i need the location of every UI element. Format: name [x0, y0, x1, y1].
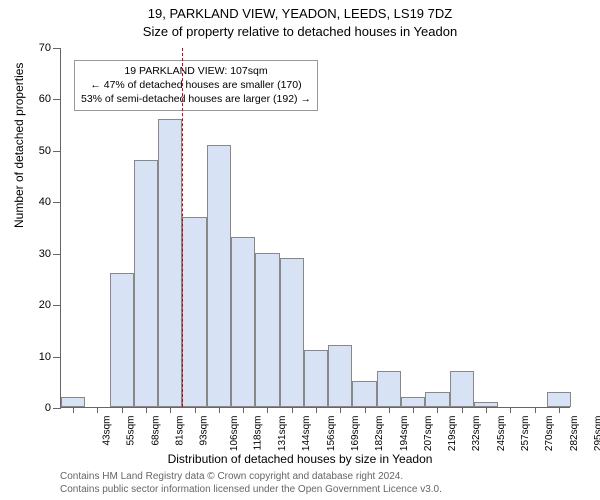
- histogram-bar: [61, 397, 85, 407]
- x-tick-label: 144sqm: [302, 416, 313, 452]
- x-tick-label: 295sqm: [593, 416, 600, 452]
- x-tick-label: 232sqm: [472, 416, 483, 452]
- x-tick: [243, 407, 244, 413]
- x-tick-label: 194sqm: [399, 416, 410, 452]
- histogram-bar: [182, 217, 206, 407]
- x-tick: [219, 407, 220, 413]
- histogram-bar: [328, 345, 352, 407]
- histogram-bar: [207, 145, 231, 407]
- histogram-bar: [450, 371, 474, 407]
- x-tick-label: 169sqm: [350, 416, 361, 452]
- y-tick-label: 30: [39, 248, 61, 260]
- histogram-bar: [231, 237, 255, 407]
- x-tick-label: 156sqm: [326, 416, 337, 452]
- annotation-line3: 53% of semi-detached houses are larger (…: [81, 92, 311, 106]
- x-tick: [462, 407, 463, 413]
- x-tick-label: 68sqm: [150, 416, 161, 446]
- x-tick-label: 106sqm: [229, 416, 240, 452]
- x-tick-label: 245sqm: [496, 416, 507, 452]
- y-tick-label: 70: [39, 42, 61, 54]
- y-tick-label: 10: [39, 351, 61, 363]
- x-tick-label: 282sqm: [569, 416, 580, 452]
- x-tick-label: 43sqm: [102, 416, 113, 446]
- x-tick: [122, 407, 123, 413]
- x-tick: [389, 407, 390, 413]
- x-axis-label: Distribution of detached houses by size …: [0, 452, 600, 466]
- x-tick: [437, 407, 438, 413]
- attribution-text: Contains HM Land Registry data © Crown c…: [60, 470, 442, 496]
- reference-line: [182, 48, 183, 407]
- attribution-line1: Contains HM Land Registry data © Crown c…: [60, 470, 442, 483]
- x-tick: [292, 407, 293, 413]
- histogram-bar: [134, 160, 158, 407]
- x-tick-label: 257sqm: [520, 416, 531, 452]
- histogram-bar: [377, 371, 401, 407]
- histogram-bar: [425, 392, 449, 407]
- histogram-bar: [547, 392, 571, 407]
- histogram-bar: [255, 253, 279, 407]
- histogram-bar: [158, 119, 182, 407]
- x-tick: [559, 407, 560, 413]
- x-tick: [486, 407, 487, 413]
- x-tick: [267, 407, 268, 413]
- annotation-line1: 19 PARKLAND VIEW: 107sqm: [81, 64, 311, 78]
- x-tick-label: 118sqm: [252, 416, 263, 451]
- chart-title-main: 19, PARKLAND VIEW, YEADON, LEEDS, LS19 7…: [0, 6, 600, 21]
- y-tick-label: 40: [39, 196, 61, 208]
- x-tick-label: 219sqm: [447, 416, 458, 452]
- x-tick: [97, 407, 98, 413]
- plot-area: 19 PARKLAND VIEW: 107sqm ← 47% of detach…: [60, 48, 570, 408]
- histogram-bar: [280, 258, 304, 407]
- histogram-bar: [401, 397, 425, 407]
- x-tick: [535, 407, 536, 413]
- x-tick-label: 131sqm: [277, 416, 288, 452]
- x-tick-label: 182sqm: [374, 416, 385, 452]
- x-tick: [195, 407, 196, 413]
- x-tick: [510, 407, 511, 413]
- chart-title-sub: Size of property relative to detached ho…: [0, 24, 600, 39]
- y-tick-label: 20: [39, 299, 61, 311]
- y-tick-label: 0: [45, 402, 61, 414]
- attribution-line2: Contains public sector information licen…: [60, 483, 442, 496]
- annotation-line2: ← 47% of detached houses are smaller (17…: [81, 78, 311, 92]
- x-tick-label: 207sqm: [423, 416, 434, 452]
- x-tick-label: 270sqm: [544, 416, 555, 452]
- x-tick: [413, 407, 414, 413]
- x-tick: [170, 407, 171, 413]
- x-tick-label: 55sqm: [126, 416, 137, 446]
- y-tick-label: 60: [39, 93, 61, 105]
- x-tick: [340, 407, 341, 413]
- histogram-bar: [352, 381, 376, 407]
- y-axis-label: Number of detached properties: [12, 63, 26, 228]
- x-tick: [73, 407, 74, 413]
- histogram-bar: [304, 350, 328, 407]
- y-tick-label: 50: [39, 145, 61, 157]
- x-tick-label: 93sqm: [199, 416, 210, 446]
- histogram-bar: [110, 273, 134, 407]
- x-tick-label: 81sqm: [175, 416, 186, 446]
- x-tick: [146, 407, 147, 413]
- annotation-box: 19 PARKLAND VIEW: 107sqm ← 47% of detach…: [74, 60, 318, 111]
- chart-container: 19, PARKLAND VIEW, YEADON, LEEDS, LS19 7…: [0, 0, 600, 500]
- x-tick: [316, 407, 317, 413]
- x-tick: [365, 407, 366, 413]
